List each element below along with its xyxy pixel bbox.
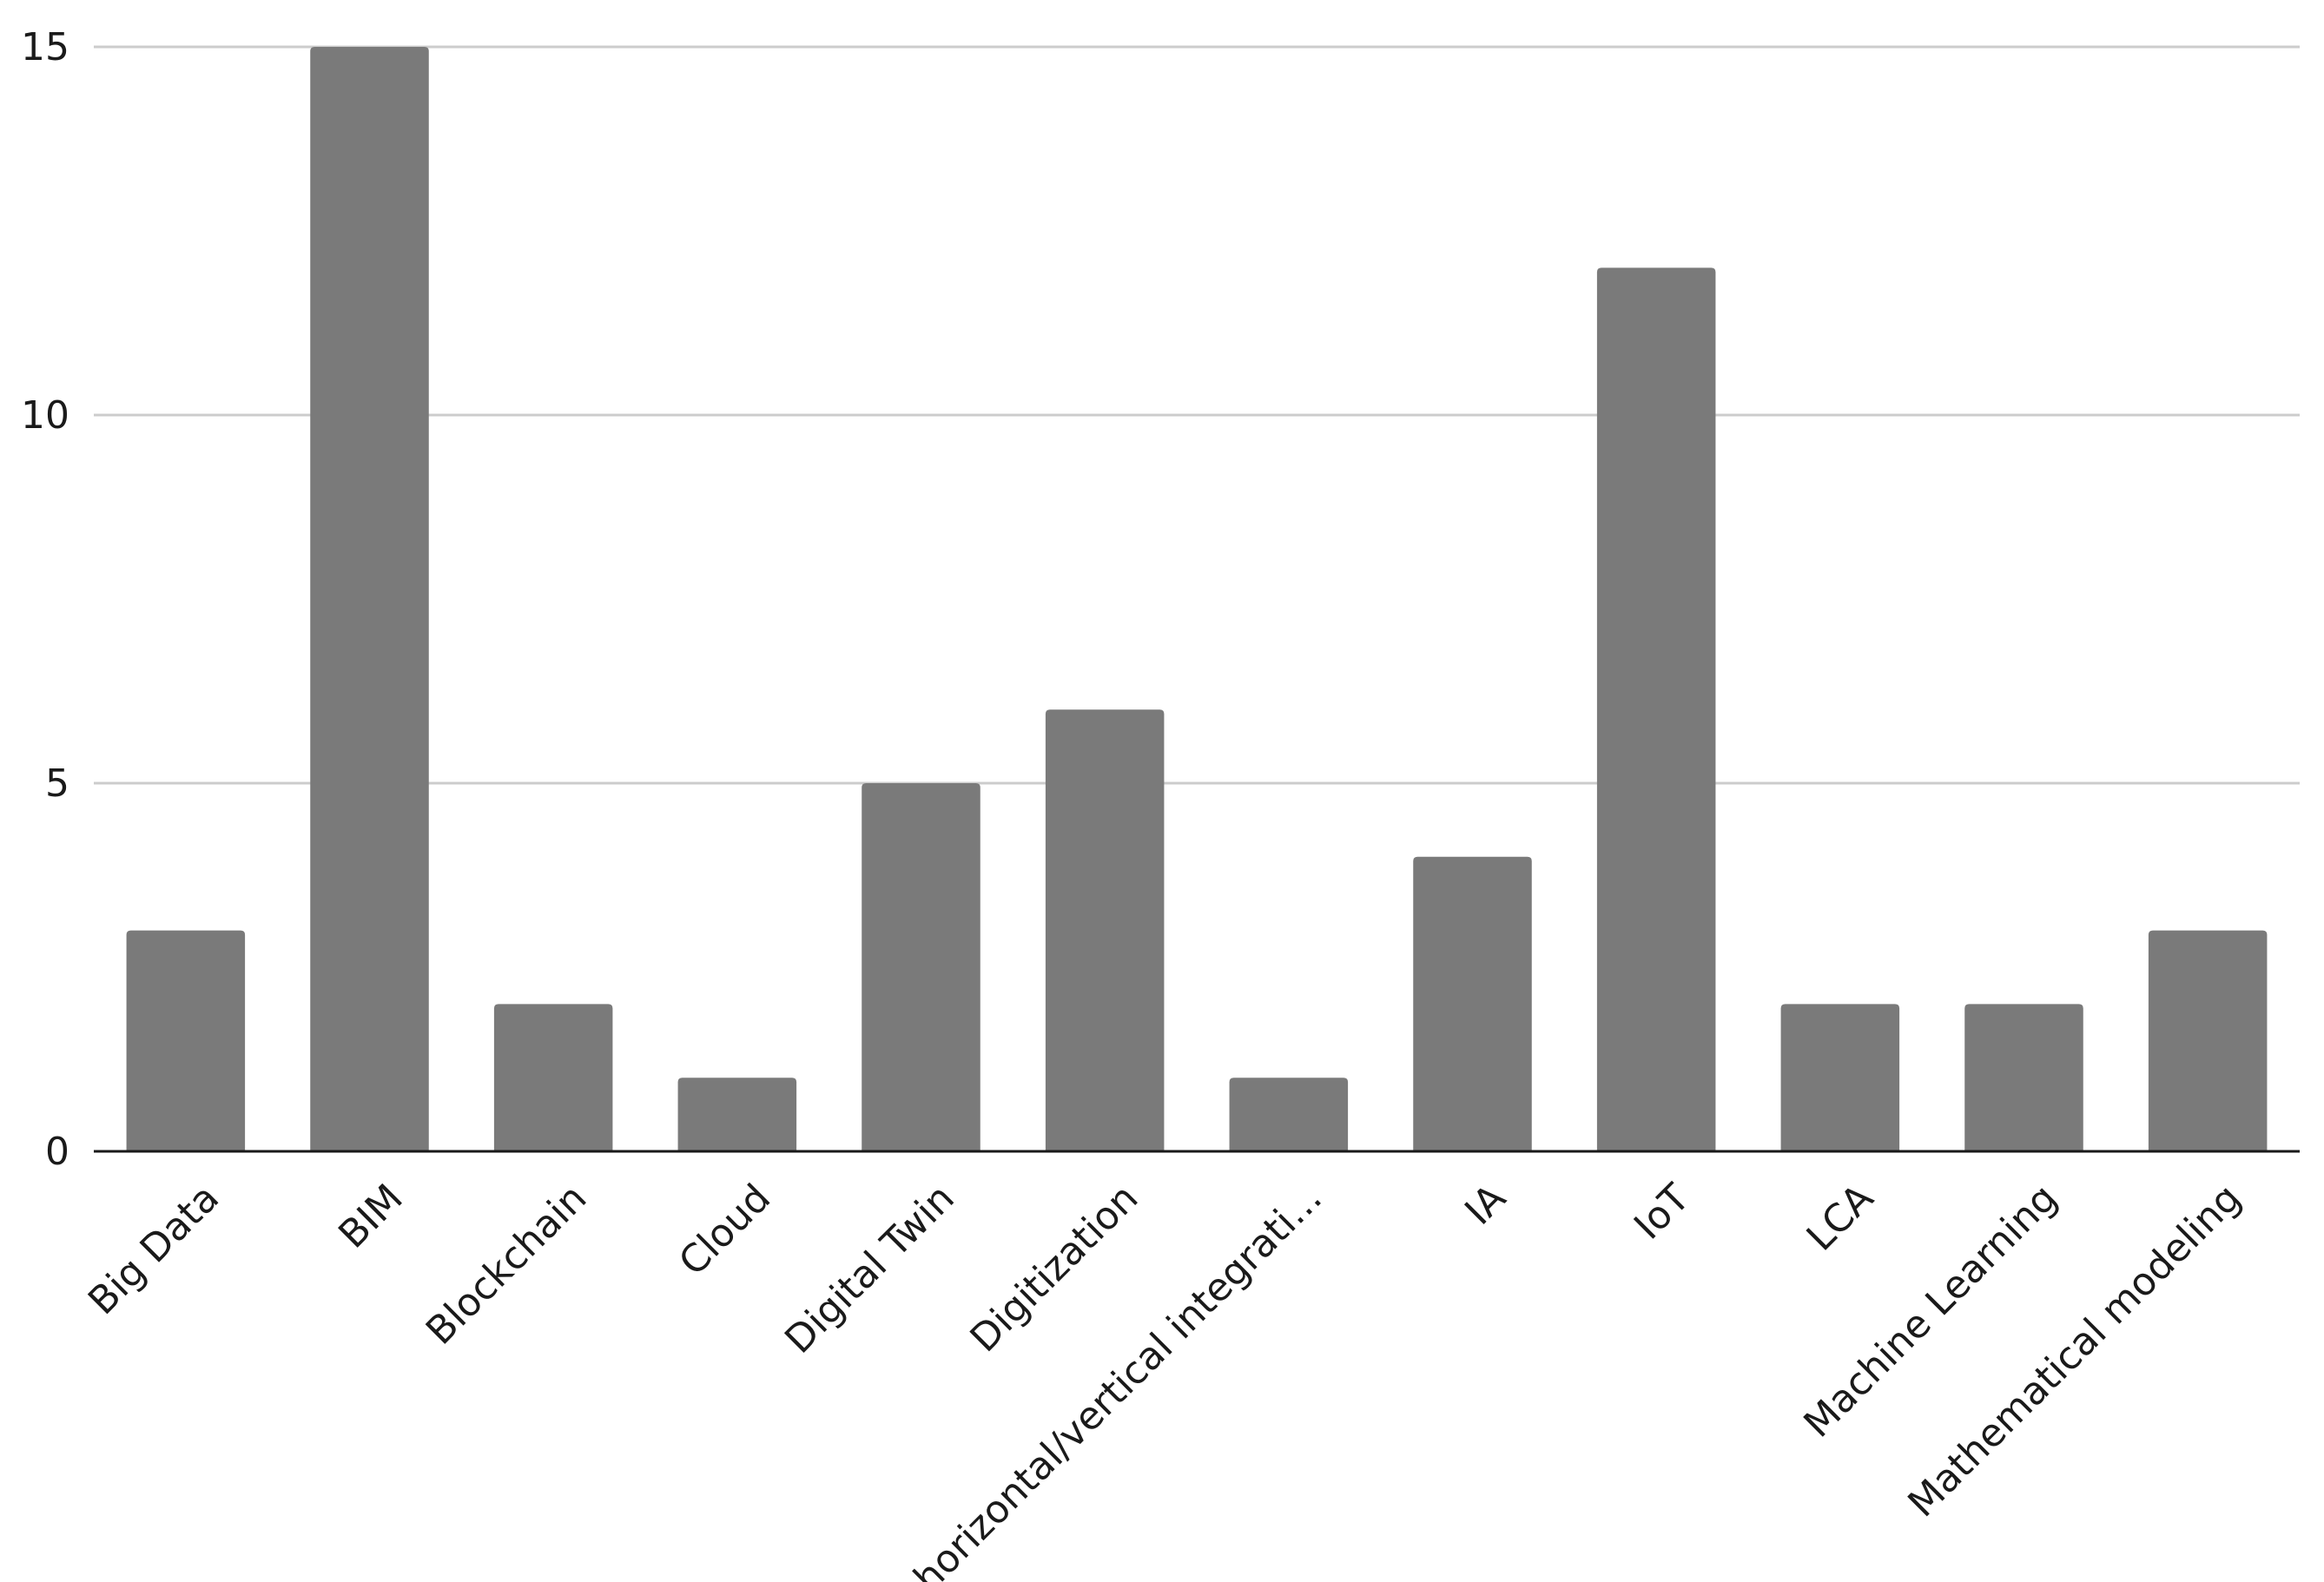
bar-horizontal-vertical-integrati bbox=[1229, 1078, 1349, 1151]
bar-lca bbox=[1780, 1004, 1900, 1151]
x-tick-label: Cloud bbox=[670, 1176, 779, 1284]
x-tick-label: Digitization bbox=[962, 1176, 1147, 1361]
x-tick-label: horizontal/vertical integrati... bbox=[906, 1176, 1330, 1582]
y-axis-ticks: 0 5 10 15 bbox=[21, 25, 69, 1174]
bar-big-data bbox=[126, 930, 246, 1151]
bar-cloud bbox=[677, 1078, 797, 1151]
x-tick-label: IoT bbox=[1626, 1176, 1698, 1248]
bar-mathematical-modeling bbox=[2148, 930, 2268, 1151]
bar-blockchain bbox=[493, 1004, 613, 1151]
y-tick-label: 15 bbox=[21, 25, 69, 69]
bar-bim bbox=[310, 47, 429, 1151]
x-tick-label: Big Data bbox=[80, 1176, 228, 1323]
x-tick-label: Blockchain bbox=[418, 1176, 595, 1353]
y-tick-label: 0 bbox=[45, 1130, 69, 1174]
y-tick-label: 10 bbox=[21, 393, 69, 438]
bars bbox=[126, 47, 2268, 1151]
y-tick-label: 5 bbox=[45, 761, 69, 806]
bar-digital-twin bbox=[862, 783, 980, 1151]
x-tick-label: BIM bbox=[330, 1176, 411, 1256]
x-tick-label: Mathematical modeling bbox=[1899, 1176, 2249, 1526]
bar-digitization bbox=[1045, 709, 1165, 1151]
bar-machine-learning bbox=[1964, 1004, 2083, 1151]
bar-ia bbox=[1413, 856, 1532, 1151]
bar-iot bbox=[1596, 267, 1716, 1151]
x-tick-label: IA bbox=[1456, 1176, 1515, 1234]
x-tick-label: LCA bbox=[1799, 1176, 1882, 1259]
x-tick-label: Digital Twin bbox=[776, 1176, 963, 1362]
gridlines bbox=[94, 45, 2300, 785]
